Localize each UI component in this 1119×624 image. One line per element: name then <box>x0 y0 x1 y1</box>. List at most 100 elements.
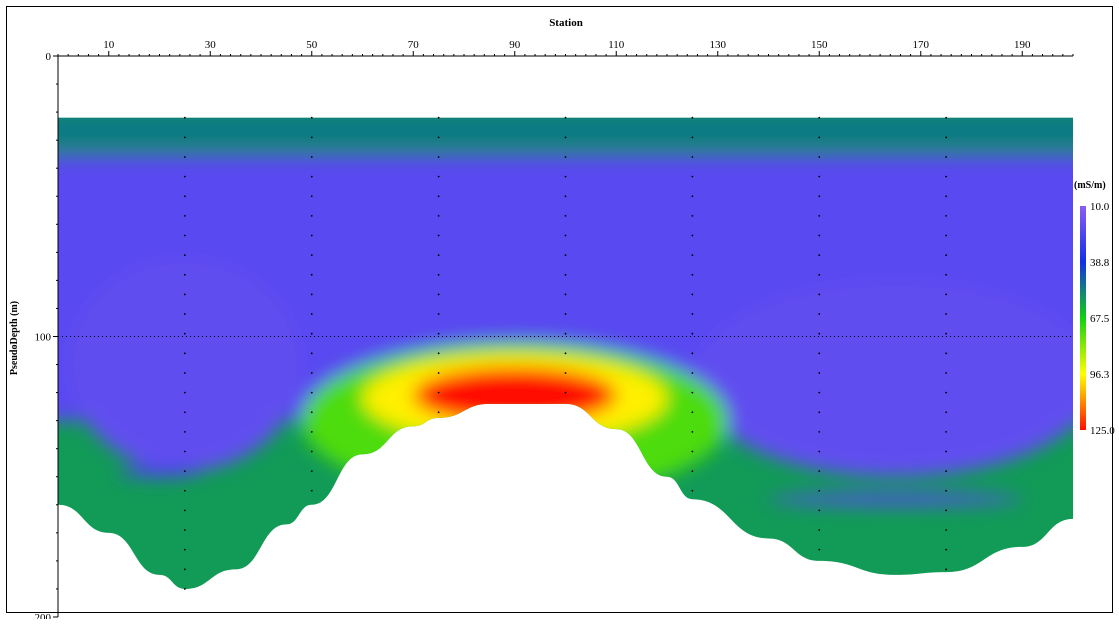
x-tick-label: 30 <box>205 39 217 51</box>
measurement-point <box>818 175 821 178</box>
x-axis: 10 30 50 70 90 110 130 150 170 190 <box>57 39 1074 57</box>
measurement-point <box>691 273 694 276</box>
measurement-point <box>183 332 186 335</box>
measurement-point <box>183 548 186 551</box>
measurement-point <box>564 273 567 276</box>
measurement-point <box>310 313 313 315</box>
measurement-point <box>183 391 186 394</box>
measurement-point <box>437 136 440 139</box>
measurement-point <box>183 509 186 512</box>
zone-right-lobe <box>692 280 1073 477</box>
measurement-point <box>437 254 440 257</box>
measurement-point <box>945 509 948 512</box>
measurement-point <box>691 470 694 473</box>
measurement-point <box>691 234 694 237</box>
x-tick-label: 110 <box>608 39 625 51</box>
zone-near-surface <box>58 117 1073 149</box>
measurement-point <box>818 411 821 414</box>
measurement-point <box>945 175 948 178</box>
colorbar-gradient <box>1080 206 1086 430</box>
measurement-point <box>437 175 440 178</box>
measurement-point <box>310 254 313 257</box>
y-tick-label: 0 <box>46 51 52 63</box>
x-tick-label: 50 <box>306 39 318 51</box>
measurement-point <box>183 411 186 414</box>
measurement-point <box>564 352 567 355</box>
measurement-point <box>945 568 948 571</box>
measurement-point <box>564 313 567 315</box>
measurement-point <box>818 332 821 335</box>
x-tick-label: 190 <box>1014 39 1031 51</box>
measurement-point <box>310 411 313 414</box>
measurement-point <box>818 156 821 158</box>
measurement-point <box>818 313 821 315</box>
conductivity-field <box>58 117 1073 589</box>
measurement-point <box>818 470 821 473</box>
measurement-point <box>945 293 948 296</box>
measurement-point <box>183 273 186 276</box>
measurement-point <box>818 136 821 139</box>
measurement-point <box>437 273 440 276</box>
measurement-point <box>564 391 567 394</box>
measurement-point <box>818 234 821 237</box>
measurement-point <box>691 175 694 178</box>
measurement-point <box>818 116 821 119</box>
measurement-point <box>945 372 948 374</box>
measurement-point <box>691 332 694 335</box>
colorbar-tick-label: 38.8 <box>1090 257 1110 269</box>
measurement-point <box>945 548 948 551</box>
measurement-point <box>310 175 313 178</box>
measurement-point <box>183 430 186 433</box>
measurement-point <box>564 234 567 237</box>
measurement-point <box>564 254 567 257</box>
measurement-point <box>691 136 694 139</box>
measurement-point <box>691 116 694 119</box>
measurement-point <box>818 273 821 276</box>
measurement-point <box>945 430 948 433</box>
measurement-point <box>183 489 186 492</box>
measurement-point <box>310 214 313 217</box>
measurement-point <box>564 195 567 198</box>
measurement-point <box>818 195 821 198</box>
measurement-point <box>564 175 567 178</box>
measurement-point <box>818 529 821 531</box>
measurement-point <box>437 332 440 335</box>
measurement-point <box>945 273 948 276</box>
measurement-point <box>183 116 186 119</box>
x-tick-label: 70 <box>408 39 420 51</box>
measurement-point <box>818 489 821 492</box>
measurement-point <box>564 332 567 335</box>
measurement-point <box>564 214 567 217</box>
measurement-point <box>310 352 313 355</box>
measurement-point <box>183 175 186 178</box>
measurement-point <box>691 411 694 414</box>
measurement-point <box>437 372 440 374</box>
measurement-point <box>183 529 186 531</box>
x-tick-label: 130 <box>710 39 727 51</box>
measurement-point <box>183 214 186 217</box>
measurement-point <box>945 411 948 414</box>
measurement-point <box>691 450 694 453</box>
measurement-point <box>691 195 694 198</box>
measurement-point <box>183 254 186 257</box>
measurement-point <box>437 116 440 119</box>
measurement-point <box>437 411 440 414</box>
measurement-point <box>945 254 948 257</box>
measurement-point <box>945 214 948 217</box>
zone-left-streak <box>118 465 201 478</box>
colorbar-tick-label: 96.3 <box>1090 369 1110 381</box>
measurement-point <box>310 293 313 296</box>
measurement-point <box>945 136 948 139</box>
measurement-point <box>310 195 313 198</box>
y-tick-label: 200 <box>35 612 52 619</box>
measurement-point <box>310 234 313 237</box>
measurement-point <box>691 372 694 374</box>
measurement-point <box>818 450 821 453</box>
x-tick-label: 10 <box>103 39 115 51</box>
measurement-point <box>310 136 313 139</box>
measurement-point <box>183 195 186 198</box>
measurement-point <box>818 430 821 433</box>
measurement-point <box>945 313 948 315</box>
measurement-point <box>945 332 948 335</box>
